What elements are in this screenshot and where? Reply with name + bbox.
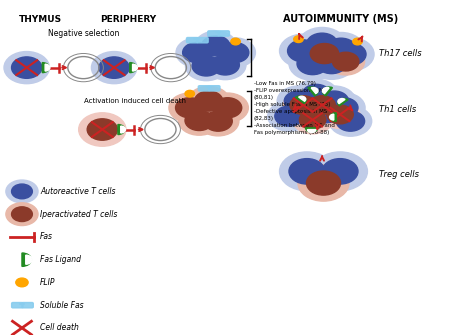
FancyBboxPatch shape [198, 86, 210, 91]
Text: Fas Ligand: Fas Ligand [40, 255, 81, 264]
Circle shape [295, 79, 337, 110]
Circle shape [204, 50, 246, 80]
Text: THYMUS: THYMUS [19, 14, 63, 24]
Circle shape [307, 171, 340, 195]
Circle shape [287, 99, 329, 129]
Wedge shape [322, 88, 329, 93]
Circle shape [289, 47, 336, 80]
Circle shape [79, 113, 126, 146]
Text: PERIPHERY: PERIPHERY [100, 14, 156, 24]
Wedge shape [299, 96, 306, 101]
Circle shape [307, 33, 337, 55]
Circle shape [320, 100, 360, 128]
Circle shape [169, 93, 210, 123]
Circle shape [277, 86, 319, 116]
Circle shape [309, 96, 335, 115]
Circle shape [327, 48, 365, 75]
Wedge shape [118, 125, 125, 134]
Circle shape [312, 103, 340, 123]
Circle shape [335, 43, 366, 65]
Circle shape [294, 36, 303, 43]
Circle shape [6, 203, 38, 225]
Circle shape [194, 91, 223, 111]
Circle shape [195, 31, 237, 60]
Circle shape [325, 38, 356, 60]
Wedge shape [306, 128, 318, 132]
Text: Cell death: Cell death [40, 324, 79, 332]
Circle shape [182, 43, 211, 62]
Wedge shape [295, 96, 306, 103]
Circle shape [197, 107, 239, 136]
FancyBboxPatch shape [208, 31, 219, 36]
Circle shape [290, 96, 317, 115]
Text: Activation induced cell death: Activation induced cell death [84, 98, 186, 104]
Circle shape [329, 98, 358, 118]
Circle shape [192, 56, 220, 76]
Text: Negative selection: Negative selection [48, 29, 119, 38]
Wedge shape [26, 255, 32, 264]
Circle shape [11, 207, 32, 221]
Circle shape [6, 180, 38, 203]
Circle shape [87, 119, 118, 140]
Circle shape [213, 98, 242, 118]
Circle shape [231, 38, 240, 45]
Circle shape [214, 38, 255, 67]
Circle shape [99, 57, 129, 78]
Text: FLIP: FLIP [40, 278, 55, 287]
Wedge shape [308, 87, 318, 96]
Circle shape [16, 278, 28, 287]
Circle shape [176, 38, 218, 67]
Circle shape [304, 39, 345, 68]
Circle shape [327, 105, 353, 124]
Circle shape [308, 46, 355, 79]
Circle shape [211, 55, 239, 75]
Circle shape [185, 90, 194, 97]
Circle shape [353, 38, 362, 45]
Circle shape [313, 152, 367, 191]
Circle shape [299, 28, 346, 61]
Circle shape [313, 86, 356, 116]
Circle shape [11, 184, 32, 199]
FancyBboxPatch shape [218, 31, 229, 36]
Text: Soluble Fas: Soluble Fas [40, 301, 83, 310]
Circle shape [332, 52, 359, 71]
Text: Fas: Fas [40, 233, 53, 242]
Wedge shape [329, 114, 334, 120]
Circle shape [268, 101, 310, 131]
Wedge shape [330, 113, 336, 122]
Circle shape [185, 51, 227, 81]
Circle shape [297, 52, 328, 75]
Circle shape [275, 106, 303, 126]
Circle shape [329, 106, 372, 136]
Circle shape [322, 159, 358, 184]
Circle shape [185, 111, 213, 130]
Wedge shape [308, 130, 316, 132]
Circle shape [293, 106, 332, 134]
Wedge shape [322, 87, 332, 96]
Wedge shape [311, 88, 318, 93]
Text: Autoreactive T cells: Autoreactive T cells [40, 187, 116, 196]
Circle shape [320, 91, 348, 111]
Circle shape [302, 91, 342, 119]
Wedge shape [338, 98, 345, 103]
Circle shape [207, 93, 248, 123]
Circle shape [283, 91, 323, 119]
Text: -Low Fas in MS (76,79)
-FLIP overexpression in MS
(80,81)
-High soluble Fas in M: -Low Fas in MS (76,79) -FLIP overexpress… [254, 81, 335, 135]
Circle shape [175, 98, 204, 118]
Wedge shape [121, 126, 126, 133]
Circle shape [288, 40, 319, 62]
Circle shape [289, 159, 325, 184]
Wedge shape [337, 98, 348, 106]
Circle shape [318, 33, 365, 66]
Circle shape [302, 84, 330, 104]
Text: AUTOIMMUNITY (MS): AUTOIMMUNITY (MS) [283, 14, 399, 24]
Circle shape [305, 98, 347, 128]
Circle shape [316, 51, 347, 74]
FancyBboxPatch shape [22, 302, 33, 308]
Circle shape [204, 111, 232, 131]
FancyBboxPatch shape [197, 38, 208, 43]
Circle shape [11, 57, 42, 78]
Circle shape [188, 86, 229, 116]
Wedge shape [45, 64, 50, 71]
Text: Th17 cells: Th17 cells [379, 49, 421, 58]
